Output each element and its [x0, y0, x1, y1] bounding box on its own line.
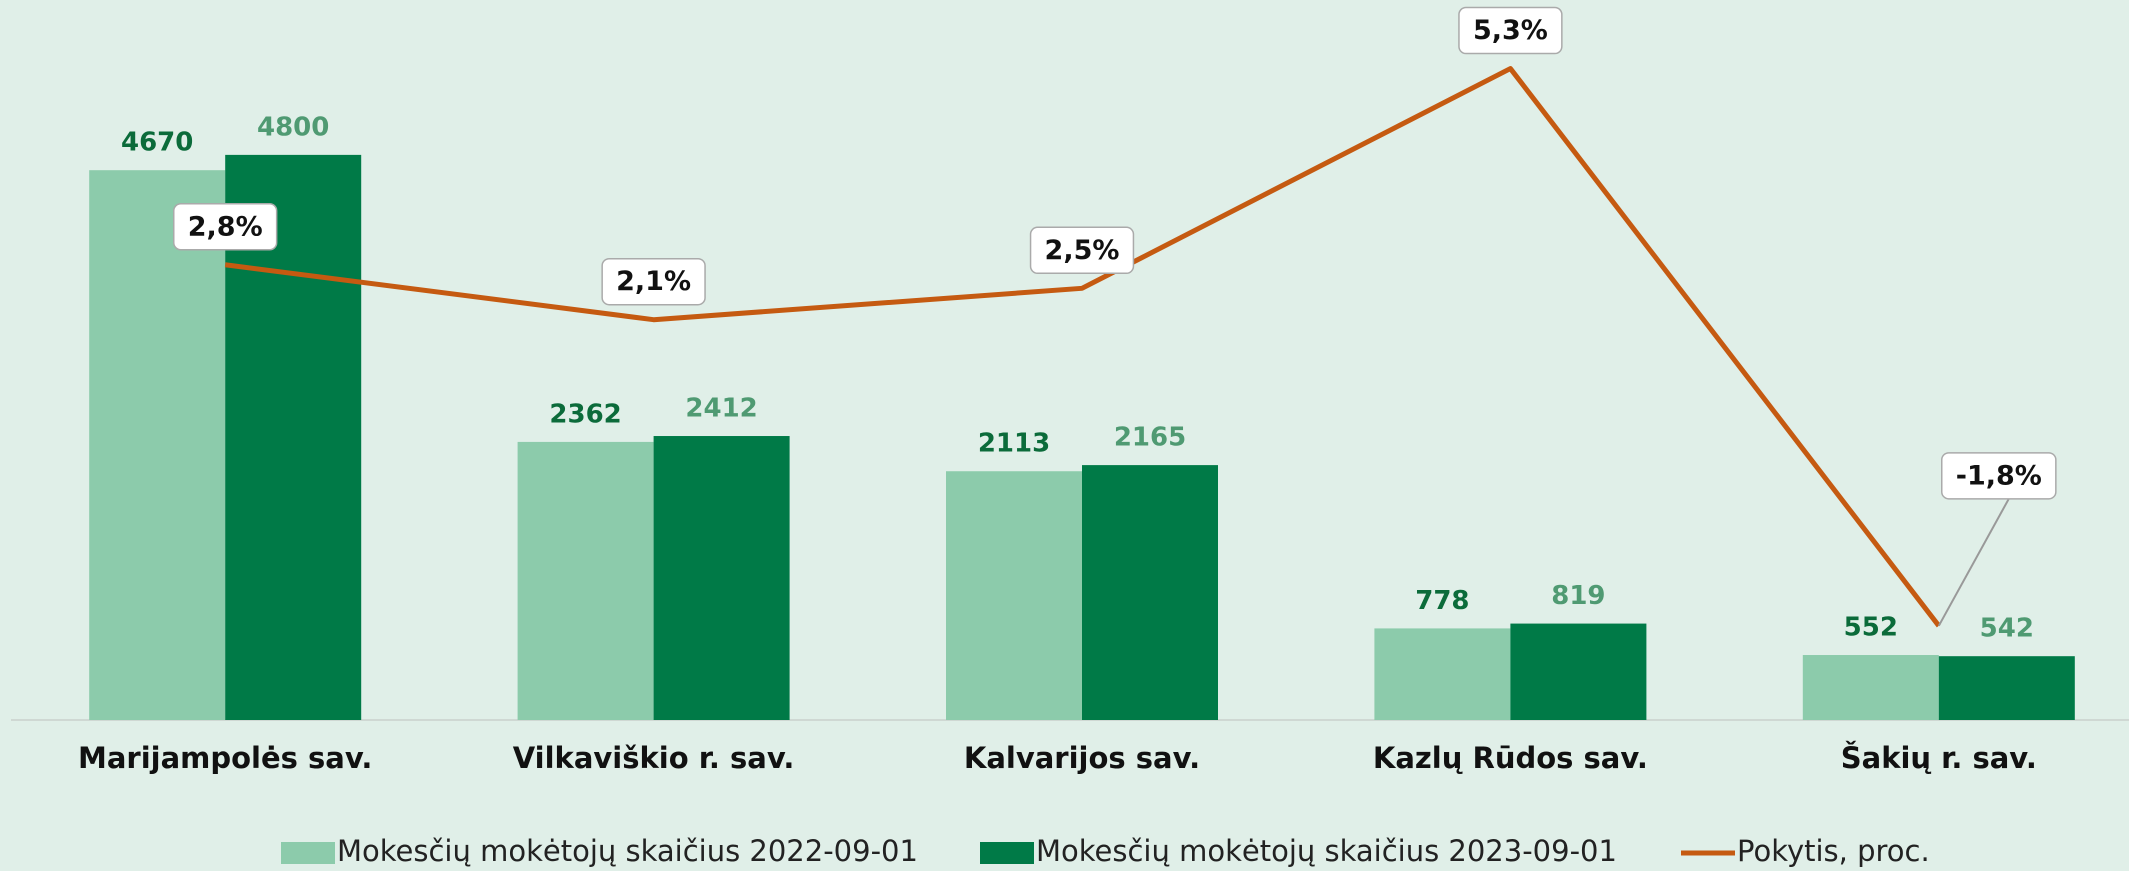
bar — [1374, 628, 1511, 720]
line-value-label: 2,5% — [1045, 235, 1120, 266]
line-value-label: 2,1% — [616, 266, 691, 297]
label-box — [1941, 452, 2057, 500]
x-tick-label: Vilkaviškio r. sav. — [513, 741, 795, 775]
leader-line — [1937, 498, 2010, 627]
bar — [517, 441, 654, 720]
legend-label: Mokesčių mokėtojų skaičius 2022-09-01 — [337, 834, 918, 868]
bar-value-label: 4670 — [121, 128, 193, 158]
bar-value-label: 2113 — [978, 429, 1050, 459]
line — [224, 66, 1941, 628]
legend-label: Mokesčių mokėtojų skaičius 2023-09-01 — [1036, 834, 1617, 868]
bar-value-label: 542 — [1980, 614, 2034, 644]
legend-swatch — [980, 842, 1034, 864]
label-box — [173, 203, 278, 251]
label-box — [1029, 226, 1135, 275]
label-box — [1458, 6, 1563, 55]
bar-value-label: 2165 — [1114, 423, 1186, 453]
x-tick-label: Kazlų Rūdos sav. — [1373, 741, 1648, 775]
line-value-label: 5,3% — [1473, 15, 1548, 46]
line-value-label: 2,8% — [188, 211, 263, 242]
bar — [1082, 465, 1218, 720]
bar-value-label: 4800 — [257, 112, 329, 142]
line-value-label: -1,8% — [1956, 460, 2042, 491]
label-box — [601, 257, 706, 306]
bar — [653, 436, 790, 720]
bar-value-label: 2362 — [549, 399, 621, 429]
x-tick-label: Marijampolės sav. — [78, 741, 372, 775]
bar-value-label: 552 — [1844, 613, 1898, 643]
bar-value-label: 2412 — [685, 394, 757, 424]
legend-swatch — [281, 842, 335, 864]
bar — [89, 170, 226, 721]
x-tick-label: Kalvarijos sav. — [964, 741, 1200, 775]
bar — [1510, 623, 1647, 720]
bar-value-label: 778 — [1415, 586, 1469, 616]
bar — [1938, 656, 2075, 720]
bar — [1802, 655, 1939, 720]
bar-value-label: 819 — [1551, 581, 1605, 611]
x-tick-label: Šakių r. sav. — [1841, 741, 2037, 775]
bar — [946, 471, 1082, 720]
legend-label: Pokytis, proc. — [1737, 834, 1930, 868]
